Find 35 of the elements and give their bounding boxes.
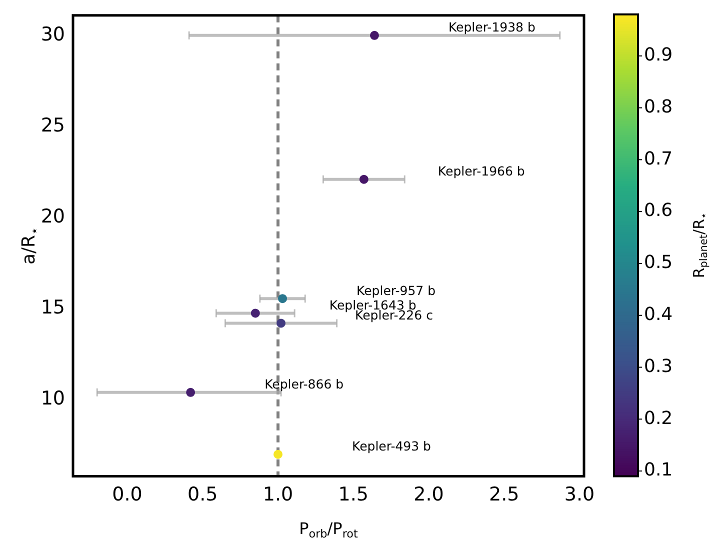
- y-tick-label: 30: [40, 23, 65, 46]
- color-bar-label: 0.7: [644, 148, 673, 170]
- point: [186, 388, 196, 397]
- y-tick-label: 10: [40, 388, 65, 410]
- color-bar-label: 0.1: [644, 460, 673, 481]
- y-tick-label: 25: [40, 114, 65, 136]
- point: [250, 308, 260, 318]
- point: [278, 294, 288, 304]
- point: [276, 318, 286, 328]
- x-tick-label: 0.5: [188, 484, 218, 506]
- x-tick-label: 0.0: [112, 484, 142, 506]
- color-bar-label: 0.6: [644, 200, 673, 222]
- point: [274, 450, 283, 459]
- color-bar-label: 0.2: [644, 408, 673, 429]
- color-bar-label: 0.5: [644, 252, 673, 274]
- point: [359, 174, 368, 184]
- annotation: Kepler-1966 b: [438, 164, 525, 179]
- point: [370, 30, 379, 40]
- color-bar-label: 0.8: [644, 96, 673, 118]
- annotation: Kepler-1938 b: [448, 20, 536, 35]
- color-bar-label: 0.3: [644, 356, 673, 377]
- annotation: Kepler-493 b: [352, 438, 432, 454]
- y-axis-title: a/R⋆: [18, 227, 42, 265]
- y-tick-label: 20: [40, 206, 65, 228]
- x-tick-label: 1.5: [338, 484, 368, 506]
- color-bar-title: Rplanet/R⋆: [690, 212, 710, 278]
- x-tick-label: 1.0: [262, 484, 294, 506]
- y-tick-label: 15: [40, 296, 65, 319]
- annotation: Kepler-957 b: [356, 282, 436, 298]
- color-bar-label: 0.4: [644, 304, 673, 326]
- x-tick-label: 2.5: [489, 484, 520, 506]
- x-tick-label: 2.0: [414, 484, 444, 506]
- annotation: Kepler-866 b: [264, 376, 344, 392]
- color-bar-label: 0.9: [644, 44, 673, 66]
- x-tick-label: 3.0: [564, 484, 595, 506]
